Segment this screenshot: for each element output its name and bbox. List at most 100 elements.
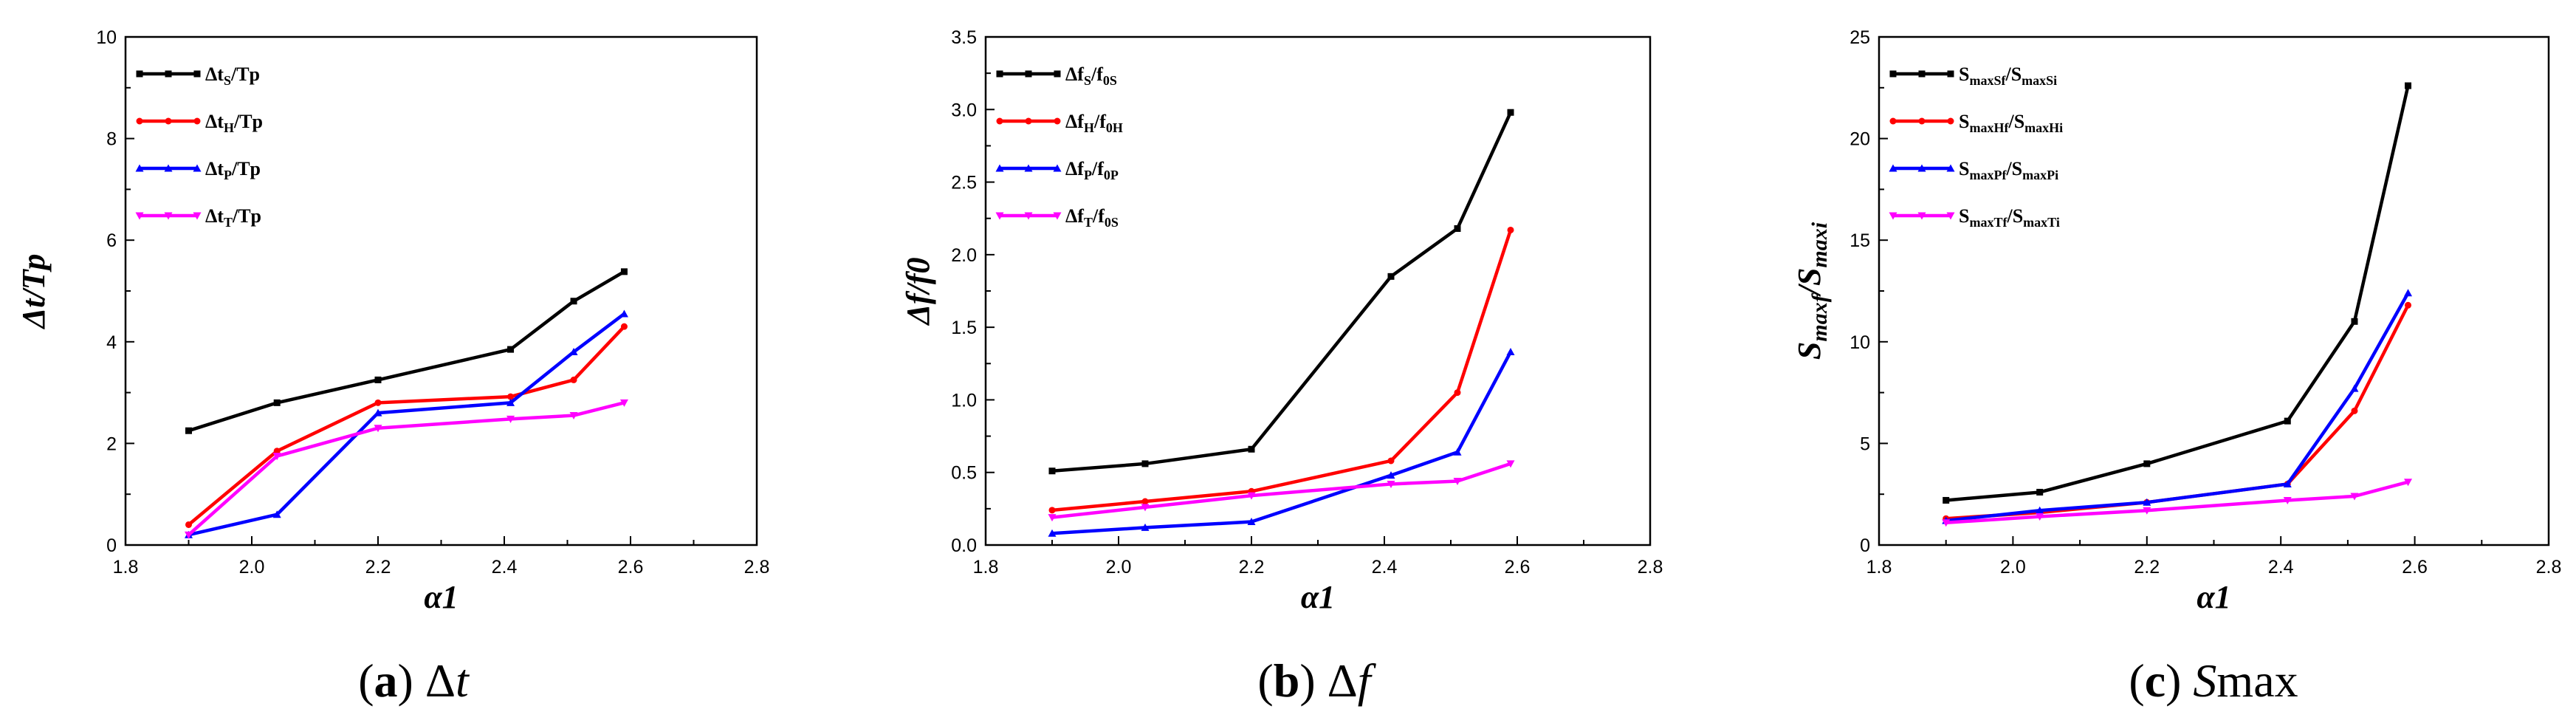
x-axis-label: α1	[1301, 579, 1335, 615]
data-point	[2143, 507, 2151, 515]
x-tick-label: 2.6	[2402, 557, 2428, 578]
data-point	[1453, 448, 1462, 456]
data-point	[1141, 498, 1149, 505]
data-point	[272, 453, 281, 461]
data-point	[619, 399, 628, 407]
data-point	[185, 531, 193, 539]
data-point	[2284, 417, 2291, 425]
data-point	[507, 346, 515, 353]
x-tick-label: 2.6	[618, 557, 644, 578]
data-point	[1387, 457, 1395, 465]
legend-marker	[165, 117, 172, 125]
x-axis-label: α1	[2197, 579, 2230, 615]
panel-caption: (a) Δt	[358, 654, 470, 707]
x-tick-label: 1.8	[1866, 557, 1892, 578]
data-point	[2404, 289, 2413, 297]
legend-marker	[1025, 117, 1032, 125]
legend-marker	[1053, 212, 1062, 220]
data-point	[272, 510, 281, 518]
data-point	[1507, 226, 1514, 233]
data-point	[1247, 492, 1256, 500]
legend-marker	[1053, 164, 1062, 172]
data-point	[1454, 225, 1461, 232]
data-point	[570, 298, 577, 305]
x-tick-label: 2.2	[1239, 557, 1265, 578]
series-line-3	[1051, 351, 1512, 535]
legend-marker	[193, 70, 201, 78]
y-axis-label: Δt/Tp	[16, 254, 52, 330]
data-point	[507, 393, 515, 400]
data-point	[2036, 506, 2044, 514]
y-tick-label: 8	[106, 129, 117, 150]
data-point	[569, 412, 578, 420]
y-axis-label: Smaxf/Smaxi	[1791, 222, 1832, 360]
legend-marker	[1946, 212, 1955, 220]
data-point	[1141, 460, 1149, 467]
data-point	[569, 348, 578, 356]
data-point	[1387, 480, 1395, 488]
legend-marker	[135, 212, 144, 220]
legend-marker	[136, 70, 143, 78]
legend-marker	[1054, 117, 1061, 125]
series-line-1	[188, 270, 625, 433]
legend-marker	[1024, 212, 1033, 220]
data-point	[1048, 467, 1056, 475]
y-tick-label: 15	[1849, 230, 1870, 251]
legend-marker	[995, 212, 1004, 220]
data-point	[374, 376, 382, 383]
y-tick-label: 4	[106, 332, 117, 353]
y-tick-label: 0.5	[951, 463, 977, 484]
legend-marker	[1946, 164, 1955, 172]
legend-marker	[1024, 164, 1033, 172]
y-axis-label: Δf/f0	[900, 257, 936, 326]
legend-entry: ΔfT/f0S	[1065, 205, 1119, 230]
x-axis-label: α1	[424, 579, 458, 615]
legend-entry: SmaxPf/SmaxPi	[1959, 158, 2058, 182]
series-line-2	[1051, 229, 1513, 513]
data-point	[2143, 498, 2151, 506]
x-tick-label: 2.0	[239, 557, 265, 578]
data-point	[1506, 348, 1515, 356]
data-point	[374, 408, 382, 417]
y-tick-label: 2.5	[951, 173, 977, 193]
data-point	[1048, 507, 1056, 514]
legend-marker	[1947, 70, 1954, 78]
legend-marker	[1025, 70, 1032, 78]
x-tick-label: 1.8	[113, 557, 139, 578]
data-point	[506, 415, 515, 423]
data-point	[2283, 479, 2292, 487]
legend-entry: SmaxTf/SmaxTi	[1959, 205, 2060, 230]
x-tick-label: 2.0	[1106, 557, 1132, 578]
y-tick-label: 10	[96, 27, 117, 48]
series-line-1	[1051, 112, 1513, 473]
x-tick-label: 2.2	[365, 557, 391, 578]
x-tick-label: 2.4	[492, 557, 518, 578]
data-point	[570, 376, 577, 383]
legend-entry: ΔfP/f0P	[1065, 158, 1119, 182]
legend-marker	[193, 212, 202, 220]
legend: ΔfS/f0S ΔfH/f0H ΔfP/f0P ΔfT/f0S	[995, 64, 1123, 230]
data-point	[1387, 471, 1395, 479]
legend-marker	[1889, 164, 1897, 172]
y-tick-label: 0	[1860, 535, 1870, 556]
data-point	[620, 323, 628, 330]
series-line-3	[188, 312, 625, 537]
data-point	[1453, 478, 1462, 486]
data-point	[2404, 479, 2413, 487]
legend-marker	[1889, 117, 1897, 125]
series-line-4	[1945, 480, 2409, 524]
legend-entry: ΔtT/Tp	[205, 205, 261, 230]
series-line-4	[188, 401, 625, 536]
data-point	[619, 309, 628, 318]
legend-entry: ΔtS/Tp	[205, 64, 260, 88]
x-tick-label: 2.4	[2268, 557, 2294, 578]
y-tick-label: 20	[1849, 129, 1870, 150]
data-point	[1048, 529, 1057, 537]
x-tick-label: 2.2	[2134, 557, 2160, 578]
data-point	[1942, 519, 1951, 527]
legend: ΔtS/Tp ΔtH/Tp ΔtP/Tp ΔtT/Tp	[135, 64, 263, 230]
data-point	[2351, 407, 2358, 414]
legend-marker	[164, 164, 173, 172]
data-point	[1048, 514, 1057, 522]
